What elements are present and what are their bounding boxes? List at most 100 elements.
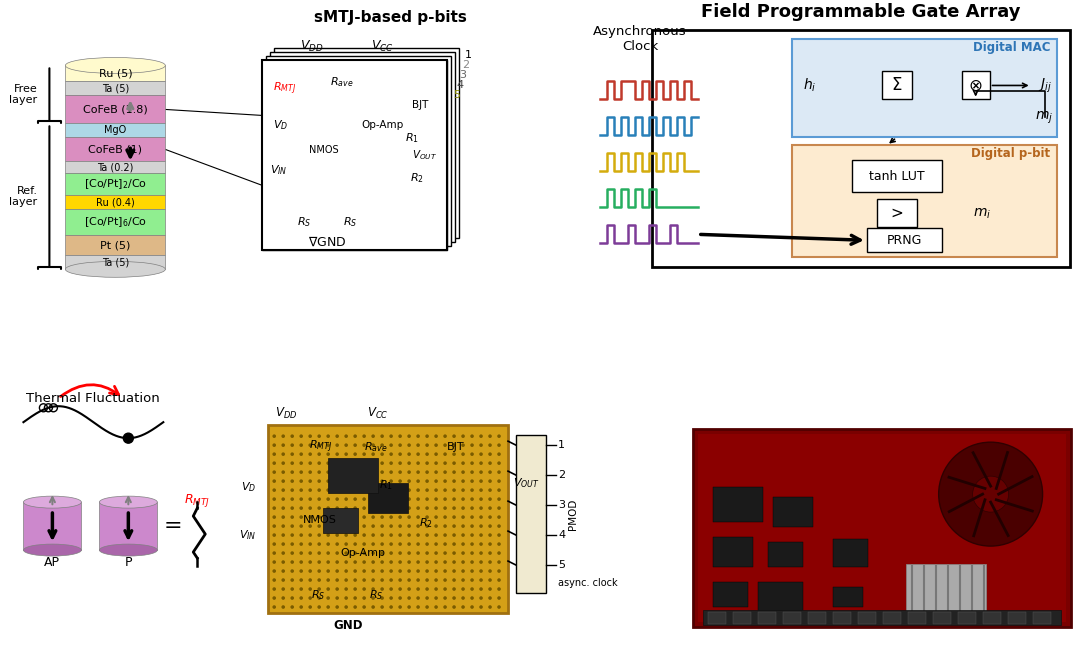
Circle shape [480, 542, 483, 546]
Circle shape [443, 561, 447, 564]
Circle shape [470, 497, 474, 501]
Circle shape [453, 579, 456, 582]
Circle shape [336, 434, 339, 438]
Circle shape [291, 533, 294, 537]
Text: PMOD: PMOD [568, 499, 578, 530]
Circle shape [480, 434, 483, 438]
Circle shape [470, 542, 474, 546]
Circle shape [309, 524, 312, 528]
Bar [66, 210, 165, 235]
Text: Ru (5): Ru (5) [98, 68, 132, 79]
Circle shape [480, 443, 483, 447]
Circle shape [299, 470, 303, 474]
Circle shape [345, 479, 348, 483]
Circle shape [345, 452, 348, 456]
Circle shape [497, 579, 501, 582]
Circle shape [282, 443, 285, 447]
Circle shape [336, 551, 339, 555]
Circle shape [434, 524, 437, 528]
Circle shape [480, 579, 483, 582]
Bar [66, 255, 165, 270]
Circle shape [470, 533, 474, 537]
Circle shape [299, 461, 303, 465]
Bar [833, 587, 863, 607]
Circle shape [389, 605, 393, 609]
Bar [792, 145, 1056, 257]
Circle shape [407, 497, 410, 501]
Bar [1032, 612, 1051, 624]
Text: Digital p-bit: Digital p-bit [971, 147, 1051, 160]
Circle shape [336, 605, 339, 609]
Circle shape [326, 596, 330, 600]
Bar [262, 61, 447, 250]
Circle shape [453, 587, 456, 591]
Text: MgO: MgO [105, 125, 126, 135]
Text: $m_i$: $m_i$ [973, 206, 990, 221]
Circle shape [434, 515, 437, 519]
Circle shape [272, 515, 276, 519]
Bar [783, 612, 800, 624]
Circle shape [461, 479, 464, 483]
Circle shape [299, 561, 303, 564]
Circle shape [318, 479, 321, 483]
Circle shape [480, 506, 483, 510]
Circle shape [336, 452, 339, 456]
Circle shape [407, 587, 410, 591]
Circle shape [326, 524, 330, 528]
Circle shape [318, 579, 321, 582]
Circle shape [470, 587, 474, 591]
Circle shape [488, 596, 491, 600]
Circle shape [461, 587, 464, 591]
Bar [713, 582, 747, 607]
Text: $R_S$: $R_S$ [311, 588, 325, 602]
Circle shape [389, 443, 393, 447]
Circle shape [326, 443, 330, 447]
Bar [328, 458, 378, 493]
Circle shape [336, 542, 339, 546]
Bar [958, 612, 975, 624]
Circle shape [282, 587, 285, 591]
Text: Free
layer: Free layer [10, 84, 38, 105]
Circle shape [426, 561, 429, 564]
Circle shape [470, 470, 474, 474]
Circle shape [453, 524, 456, 528]
Circle shape [453, 570, 456, 573]
Circle shape [389, 470, 393, 474]
Circle shape [480, 605, 483, 609]
Circle shape [363, 452, 366, 456]
Circle shape [291, 570, 294, 573]
Circle shape [461, 579, 464, 582]
Circle shape [426, 461, 429, 465]
Circle shape [480, 551, 483, 555]
Circle shape [345, 579, 348, 582]
Circle shape [416, 533, 420, 537]
Text: Ta (5): Ta (5) [102, 83, 129, 94]
Circle shape [416, 596, 420, 600]
Circle shape [939, 442, 1042, 546]
Circle shape [363, 479, 366, 483]
Circle shape [363, 570, 366, 573]
Circle shape [291, 488, 294, 492]
Text: $V_{OUT}$: $V_{OUT}$ [513, 476, 540, 490]
Circle shape [326, 515, 330, 519]
Circle shape [318, 605, 321, 609]
Circle shape [272, 579, 276, 582]
Circle shape [426, 587, 429, 591]
Circle shape [380, 506, 383, 510]
Circle shape [470, 515, 474, 519]
Circle shape [470, 461, 474, 465]
Circle shape [291, 596, 294, 600]
Ellipse shape [24, 544, 81, 556]
Bar [906, 564, 986, 619]
Circle shape [453, 479, 456, 483]
Circle shape [480, 461, 483, 465]
Bar [758, 612, 775, 624]
Circle shape [363, 497, 366, 501]
Circle shape [426, 506, 429, 510]
Circle shape [326, 479, 330, 483]
Circle shape [497, 561, 501, 564]
Circle shape [272, 461, 276, 465]
Text: BJT: BJT [447, 442, 464, 452]
Circle shape [353, 452, 357, 456]
Circle shape [480, 570, 483, 573]
